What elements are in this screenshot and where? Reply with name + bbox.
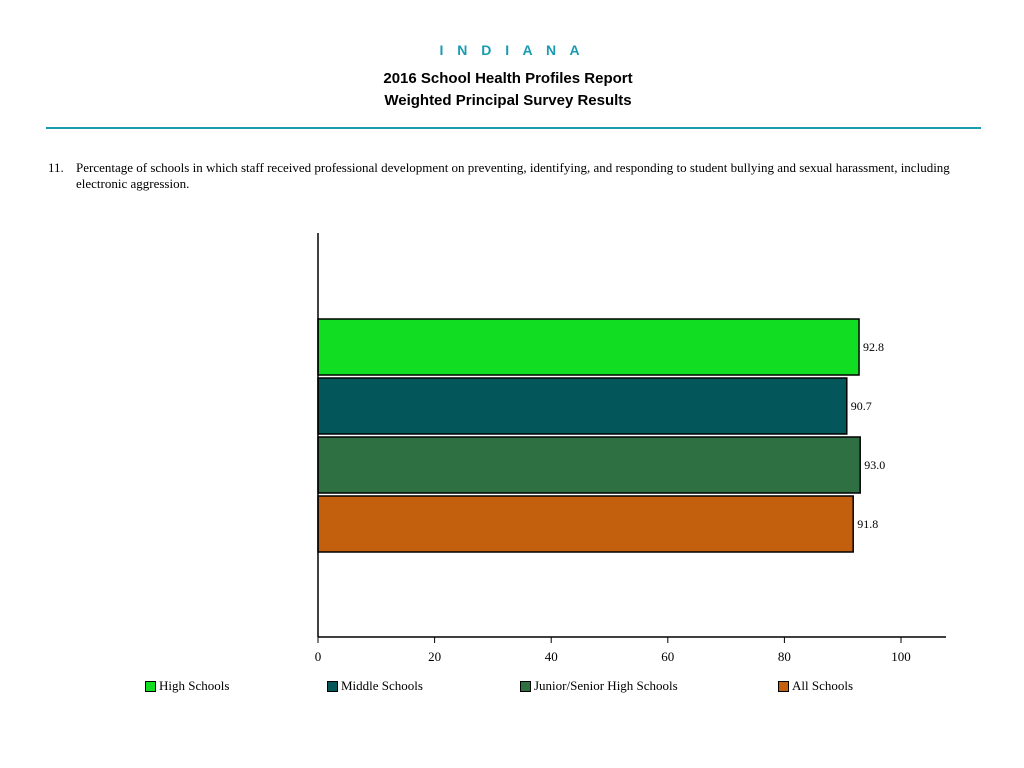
legend-item-junior-senior-high-schools: Junior/Senior High Schools xyxy=(520,678,678,694)
bar xyxy=(317,318,860,376)
bar xyxy=(317,377,848,435)
report-title: 2016 School Health Profiles Report xyxy=(383,70,633,87)
bar-value-label: 93.0 xyxy=(864,458,885,472)
x-tick-label: 20 xyxy=(428,649,441,664)
legend-item-high-schools: High Schools xyxy=(145,678,229,694)
legend-item-middle-schools: Middle Schools xyxy=(327,678,423,694)
x-tick-label: 100 xyxy=(891,649,911,664)
x-tick-label: 0 xyxy=(315,649,322,664)
bar-value-label: 91.8 xyxy=(857,517,878,531)
report-subtitle: Weighted Principal Survey Results xyxy=(384,92,632,109)
x-tick-label: 80 xyxy=(778,649,791,664)
legend-item-all-schools: All Schools xyxy=(778,678,853,694)
x-tick-label: 40 xyxy=(545,649,558,664)
legend-label: All Schools xyxy=(792,678,854,693)
legend-swatch xyxy=(145,680,156,692)
bar xyxy=(317,436,861,494)
legend-label: Middle Schools xyxy=(341,678,423,693)
legend-swatch xyxy=(327,680,338,692)
legend-swatch xyxy=(778,680,789,692)
header-divider xyxy=(46,127,981,129)
bar xyxy=(317,495,854,553)
legend-label: High Schools xyxy=(159,678,230,693)
x-tick-label: 60 xyxy=(661,649,674,664)
bar-value-label: 90.7 xyxy=(851,399,872,413)
legend-swatch xyxy=(520,680,531,692)
bar-value-label: 92.8 xyxy=(863,340,884,354)
question-number: 11. xyxy=(48,160,64,175)
legend-label: Junior/Senior High Schools xyxy=(534,678,678,693)
state-name: I N D I A N A xyxy=(439,42,585,58)
question-text: Percentage of schools in which staff rec… xyxy=(76,160,950,191)
